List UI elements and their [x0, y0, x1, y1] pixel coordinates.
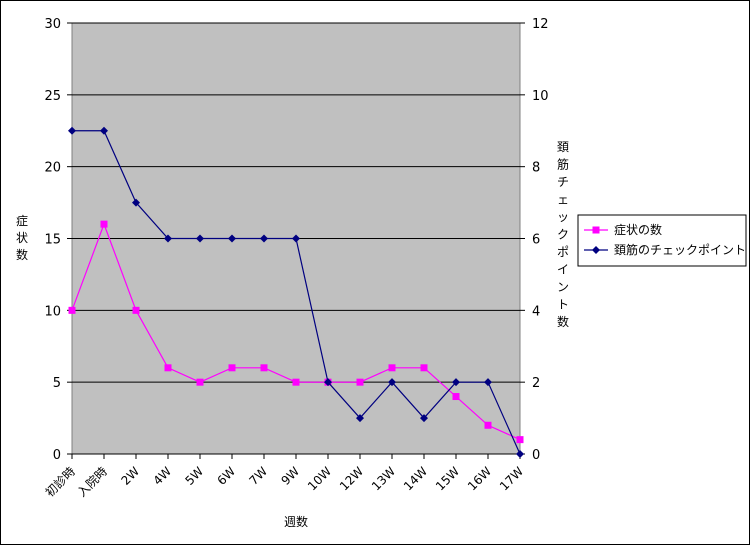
- data-point: [357, 379, 364, 386]
- y-tick-label-left: 20: [44, 161, 61, 176]
- data-point: [389, 364, 396, 371]
- x-tick-label: 12W: [337, 464, 366, 493]
- y-axis-right-title-char: ク: [557, 228, 569, 242]
- data-point: [197, 379, 204, 386]
- y-axis-right-title-char: 数: [557, 314, 569, 329]
- y-axis-left-title-char: 症: [16, 213, 28, 228]
- data-point: [133, 307, 140, 314]
- y-axis-right-ticks: 0 2 4 6 8 10 12: [520, 17, 549, 463]
- y-tick-label-left: 30: [44, 17, 61, 32]
- y-tick-label-left: 25: [44, 89, 61, 104]
- data-point: [261, 364, 268, 371]
- x-tick-label: 初診時: [42, 464, 78, 500]
- legend-label: 頚筋のチェックポイント: [614, 242, 746, 257]
- legend-marker: [593, 227, 600, 234]
- data-point: [69, 307, 76, 314]
- x-tick-label: 2W: [118, 464, 142, 488]
- data-point: [101, 221, 108, 228]
- data-point: [517, 436, 524, 443]
- y-axis-right-title-char: ッ: [557, 210, 569, 224]
- y-tick-label-left: 10: [44, 304, 61, 319]
- y-axis-left-title-char: 数: [16, 247, 28, 262]
- y-tick-label-left: 15: [44, 233, 61, 248]
- y-tick-label-right: 0: [532, 448, 540, 463]
- data-point: [229, 364, 236, 371]
- y-tick-label-left: 0: [53, 448, 61, 463]
- y-tick-label-right: 10: [532, 89, 549, 104]
- y-tick-label-right: 8: [532, 161, 540, 176]
- x-tick-label: 7W: [246, 464, 270, 488]
- y-axis-right-title-char: ン: [557, 280, 569, 294]
- y-tick-label-right: 2: [532, 376, 540, 391]
- y-tick-label-right: 12: [532, 17, 549, 32]
- x-tick-label: 入院時: [75, 464, 110, 499]
- y-axis-right-title-char: ポ: [557, 245, 569, 259]
- data-point: [165, 364, 172, 371]
- x-tick-label: 16W: [465, 464, 494, 493]
- x-tick-label: 10W: [305, 464, 334, 493]
- data-point: [293, 379, 300, 386]
- y-tick-label-left: 5: [53, 376, 61, 391]
- y-axis-left-title-char: 状: [16, 231, 28, 245]
- y-tick-label-right: 4: [532, 304, 540, 319]
- y-axis-right-title-char: ト: [557, 298, 569, 312]
- y-axis-right-title-char: イ: [557, 263, 569, 277]
- legend-label: 症状の数: [614, 222, 662, 237]
- y-axis-right-title-char: チ: [557, 175, 569, 189]
- x-tick-label: 6W: [214, 464, 238, 488]
- y-axis-right-title-char: 頚: [557, 140, 569, 154]
- y-axis-left-title: 症状数: [16, 213, 28, 262]
- y-axis-right-title-char: ェ: [557, 193, 569, 207]
- x-tick-label: 9W: [278, 464, 302, 488]
- x-tick-label: 17W: [497, 464, 526, 493]
- x-tick-label: 15W: [433, 464, 462, 493]
- x-tick-label: 14W: [401, 464, 430, 493]
- data-point: [485, 422, 492, 429]
- x-tick-label: 13W: [369, 464, 398, 493]
- data-point: [421, 364, 428, 371]
- y-tick-label-right: 6: [532, 233, 540, 248]
- x-tick-label: 4W: [150, 464, 174, 488]
- y-axis-left-ticks: 0 5 10 15 20 25 30: [44, 17, 72, 463]
- data-point: [453, 393, 460, 400]
- x-tick-label: 5W: [182, 464, 206, 488]
- y-axis-right-title-char: 筋: [557, 157, 569, 172]
- x-axis-title: 週数: [284, 514, 308, 529]
